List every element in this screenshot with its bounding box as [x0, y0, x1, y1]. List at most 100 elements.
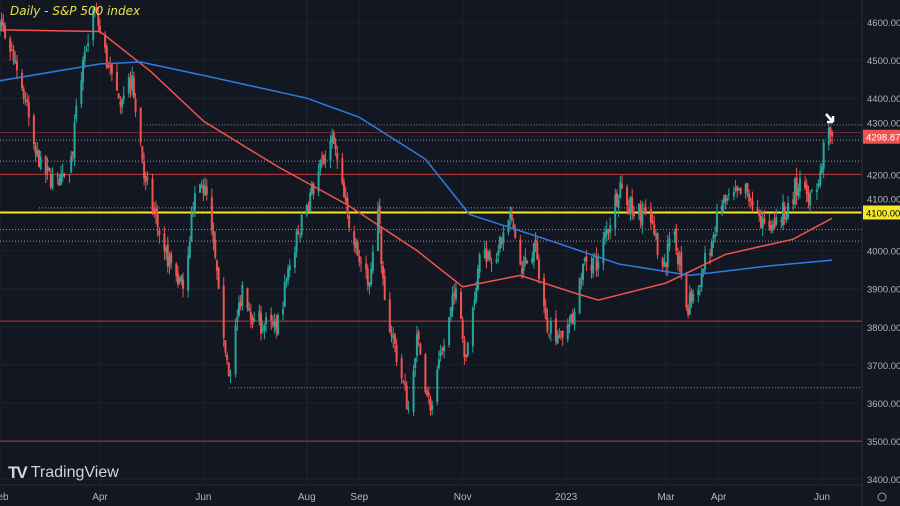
price-tick-label: 4100.00 — [867, 195, 900, 206]
candle-body — [187, 255, 190, 291]
candle-body — [573, 311, 576, 325]
candle-body — [180, 275, 183, 282]
candle-body — [519, 239, 522, 265]
candle-body — [605, 229, 608, 235]
candle-body — [49, 174, 52, 188]
candle-body — [485, 248, 488, 262]
candle-body — [117, 93, 120, 99]
candle-body — [371, 251, 374, 272]
candle-body — [621, 184, 624, 189]
candle-body — [631, 197, 634, 214]
candle-body — [526, 260, 529, 264]
candle-body — [488, 251, 491, 260]
candle-body — [793, 179, 796, 205]
candle-body — [37, 150, 40, 167]
candle-body — [178, 277, 181, 282]
candle-body — [780, 220, 783, 222]
candle-body — [465, 354, 468, 358]
candle-body — [549, 320, 552, 334]
candle-body — [524, 257, 527, 263]
candle-body — [407, 408, 410, 410]
candle-body — [417, 331, 420, 340]
candle-body — [510, 214, 513, 221]
candle-body — [487, 250, 490, 259]
candle-body — [795, 177, 798, 196]
candle-body — [454, 288, 457, 300]
candle-body — [44, 156, 47, 175]
candle-body — [578, 278, 581, 313]
candle-body — [815, 189, 818, 193]
settings-icon[interactable] — [877, 492, 887, 502]
candle-body — [85, 49, 88, 51]
candle-body — [271, 322, 274, 325]
candle-body — [476, 268, 479, 290]
candle-body — [353, 231, 356, 245]
candle-body — [383, 276, 386, 301]
candle-body — [260, 313, 263, 334]
candle-body — [324, 158, 327, 162]
candle-body — [236, 316, 239, 322]
candle-body — [215, 260, 218, 271]
candle-body — [582, 263, 585, 281]
candle-body — [544, 307, 547, 320]
candle-body — [263, 325, 266, 331]
candle-body — [190, 213, 193, 241]
candle-body — [685, 275, 688, 308]
candle-body — [109, 65, 112, 67]
candle-body — [93, 10, 96, 12]
candle-body — [332, 132, 335, 144]
candle-body — [651, 220, 654, 224]
candle-body — [700, 273, 703, 287]
candle-body — [344, 196, 347, 202]
candle-body — [644, 207, 647, 213]
candle-body — [514, 228, 517, 238]
candle-body — [710, 240, 713, 257]
candle-body — [343, 182, 346, 198]
candle-body — [709, 252, 712, 256]
last-price-badge: 4298.87 — [866, 133, 900, 144]
level-badge-4100-bg — [863, 205, 900, 220]
time-tick-label: 2023 — [555, 492, 578, 503]
candle-body — [536, 242, 539, 260]
candle-body — [692, 294, 695, 302]
candle-body — [80, 80, 83, 105]
candle-body — [604, 232, 607, 239]
candle-body — [365, 263, 368, 270]
candle-body — [595, 256, 598, 271]
candle-body — [661, 258, 664, 267]
brand-name: TradingView — [30, 464, 119, 481]
candle-body — [288, 265, 291, 271]
candle-body — [548, 333, 551, 335]
candle-body — [771, 224, 774, 231]
candle-body — [590, 264, 593, 271]
candle-body — [585, 256, 588, 262]
candle-body — [509, 213, 512, 219]
candle-body — [241, 284, 244, 306]
candle-body — [448, 316, 451, 345]
candle-body — [380, 226, 383, 265]
time-tick-label: Feb — [0, 492, 9, 503]
candle-body — [2, 22, 5, 29]
candle-body — [305, 204, 308, 216]
price-tick-label: 3500.00 — [867, 437, 900, 448]
candle-body — [698, 286, 701, 288]
candle-body — [831, 132, 834, 137]
candle-body — [26, 99, 29, 102]
level-badge-4100: 4100.00 — [866, 209, 900, 220]
candle-body — [14, 60, 17, 64]
candle-body — [571, 313, 574, 323]
candle-body — [4, 25, 7, 39]
candle-body — [727, 194, 730, 196]
candle-body — [822, 142, 825, 170]
candle-body — [749, 199, 752, 201]
candle-body — [321, 156, 324, 159]
candle-body — [426, 390, 429, 395]
candle-body — [329, 139, 332, 161]
time-tick-label: Mar — [657, 492, 675, 503]
candle-body — [724, 194, 727, 202]
price-tick-label: 4600.00 — [867, 18, 900, 29]
candle-body — [570, 313, 573, 323]
candle-body — [202, 184, 205, 194]
